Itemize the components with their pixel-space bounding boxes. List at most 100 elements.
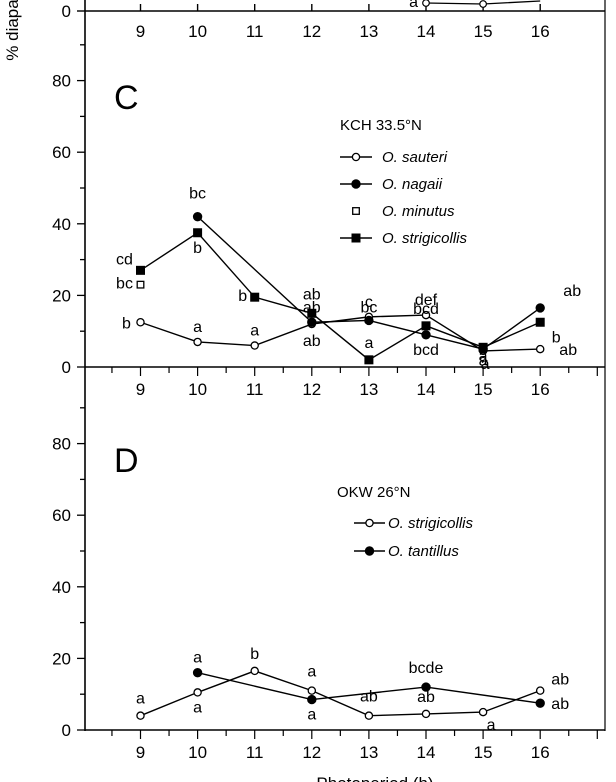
panel-d-legend-label: O. tantillus [388,543,459,560]
top-x-tick-label: 9 [136,22,145,41]
panel-d-data-point [250,666,259,676]
panel-c-y-tick-label: 0 [62,358,71,377]
panel-c-data-point [136,265,145,275]
panel-c-x-tick-label: 9 [136,380,145,399]
panel-c-x-tick-label: 11 [246,380,264,399]
panel-c-point-annotation: a [364,335,373,352]
panel-c-data-point [136,317,145,327]
panel-c-point-annotation: bcd [413,301,439,318]
panel-d-x-tick-label: 12 [302,743,321,762]
panel-c-legend-marker [351,179,361,189]
panel-c-data-point [136,280,145,289]
panel-d-data-point [535,698,545,708]
panel-c-point-annotation: c [365,294,373,311]
panel-d-point-annotation: ab [417,689,435,706]
panel-c-data-point [535,303,545,313]
panel-d-series-line [197,672,541,704]
panel-c-data-point [421,321,431,331]
panel-c-point-annotation: b [193,240,202,257]
top-y-tick-label: 0 [62,2,71,21]
panel-d-point-annotation: a [136,691,145,708]
panel-d-data-point [535,686,545,695]
top-x-tick-label: 11 [246,22,264,41]
panel-d-series-line [140,670,541,717]
panel-c-data-point [250,341,259,350]
panel-c-point-annotation: a [481,356,490,373]
panel-d-data-point [478,707,488,717]
panel-c-data-point [535,344,545,354]
top-fragment-point [422,0,430,7]
panel-c-y-tick-label: 60 [52,143,71,162]
panel-c-point-annotation: ab [303,333,321,350]
panel-d-legend-title: OKW 26°N [337,484,411,501]
panel-c-point-annotation: ab [303,299,321,316]
panel-c-x-tick-label: 16 [531,380,550,399]
panel-d-x-tick-label: 16 [531,743,550,762]
panel-c-legend-label: O. minutus [382,203,455,220]
panel-c-data-point [364,315,374,326]
panel-c-letter: C [114,79,139,117]
panel-c-point-annotation: b [238,288,247,305]
panel-c-x-tick-label: 12 [302,380,321,399]
panel-c-data-point [307,317,317,327]
panel-c-data-point [535,317,545,327]
panel-d-y-tick-label: 20 [52,649,71,668]
panel-c-point-annotation: a [479,352,488,369]
panel-c-data-point [192,211,203,222]
panel-d-data-point [421,682,431,692]
panel-c-data-point [250,292,260,302]
panel-c-x-tick-label: 15 [474,380,493,399]
panel-c-series-line [197,216,541,350]
panel-c-point-annotation: cd [116,251,133,268]
top-x-tick-label: 15 [474,22,493,41]
panel-c-legend-marker [351,233,361,243]
panel-c-point-annotation: bc [189,186,206,203]
panel-c-data-point [421,330,431,340]
panel-d-point-annotation: ab [360,689,378,706]
panel-c-point-annotation: ab [303,286,321,303]
panel-d-data-point [307,686,317,695]
panel-d-y-tick-label: 40 [52,578,71,597]
panel-c-data-point [478,342,488,352]
panel-d-point-annotation: a [193,650,202,667]
x-axis-label: Photoperiod (h) [316,774,433,782]
panel-c-legend-label: O. strigicollis [382,230,468,247]
panel-c-data-point [193,228,203,238]
panel-c-point-annotation: a [193,319,202,336]
panel-c-point-annotation: b [552,329,561,346]
panel-d-point-annotation: a [307,707,316,724]
panel-c-point-annotation: b [122,315,131,332]
panel-c-legend-marker [352,207,360,215]
panel-c-data-point [193,337,202,347]
panel-c-point-annotation: ab [563,283,581,300]
panel-d-legend-marker [364,546,375,556]
panel-d-data-point [307,694,317,705]
panel-c-data-point [364,355,374,365]
top-x-tick-label: 13 [359,22,378,41]
top-x-tick-label: 14 [417,22,436,41]
top-x-tick-label: 12 [302,22,321,41]
top-fragment-point [479,0,488,8]
panel-c-legend-marker [351,152,361,162]
panel-c-point-annotation: a [250,323,259,340]
y-axis-label: % diapa [3,0,22,61]
panel-c-legend-label: O. sauteri [382,149,448,166]
panel-c-point-annotation: bc [116,276,133,293]
top-fragment-annotation: a [409,0,418,11]
panel-c-legend-title: KCH 33.5°N [340,117,422,134]
panel-c-y-tick-label: 80 [52,72,71,91]
panel-c-data-point [307,308,317,318]
panel-d-y-tick-label: 0 [62,721,71,740]
panel-d-data-point [136,711,145,720]
panel-c-legend-label: O. nagaii [382,176,443,193]
panel-c-series-line [140,231,541,361]
panel-c-point-annotation: ab [559,342,577,359]
panel-d-legend-marker [365,518,374,528]
panel-c-y-tick-label: 20 [52,286,71,305]
panel-d-point-annotation: a [307,664,316,681]
panel-d-point-annotation: a [487,717,496,734]
panel-d-x-tick-label: 13 [359,743,378,762]
panel-d-letter: D [114,442,139,480]
panel-d-x-tick-label: 11 [246,743,264,762]
panel-c-x-tick-label: 13 [359,380,378,399]
